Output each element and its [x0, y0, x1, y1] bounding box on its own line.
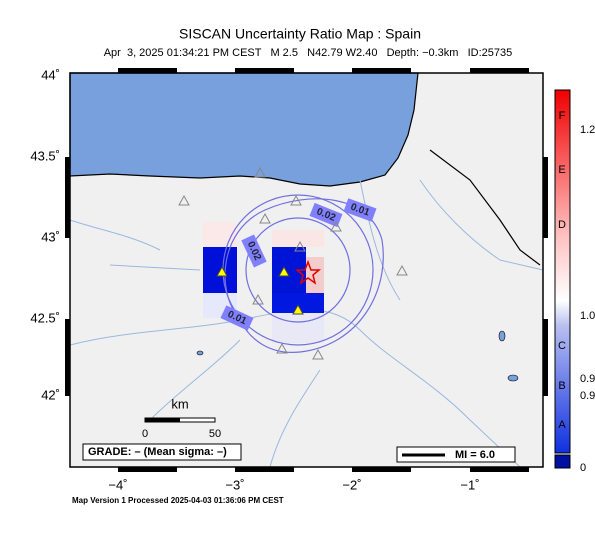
scale-bar: km 0 50: [142, 396, 221, 439]
frame: [69, 72, 544, 468]
lon-label: −3˚: [225, 477, 244, 492]
colorbar-label: D: [558, 219, 566, 231]
lon-label: −1˚: [460, 477, 479, 492]
lat-label: 43.5˚: [30, 148, 60, 163]
stations: [178, 166, 408, 360]
grade: GRADE: – (Mean sigma: –): [88, 446, 227, 458]
footer: Map Version 1 Processed 2025-04-03 01:36…: [72, 496, 284, 505]
colorbar-scale: [554, 89, 571, 454]
colorbar-label: 0: [580, 462, 586, 474]
scale-unit: km: [171, 396, 188, 411]
lat-label: 43˚: [41, 229, 60, 244]
subtitle: Apr 3, 2025 01:34:21 PM CEST M 2.5 N42.7…: [104, 47, 513, 59]
active-stations: [216, 265, 304, 315]
intensity-box: [396, 446, 516, 463]
scale-tick: 50: [209, 428, 221, 440]
lat-label: 44˚: [41, 67, 60, 82]
lon-label: −4˚: [108, 477, 127, 492]
sea: [69, 72, 419, 187]
colorbar-label: 1.2: [580, 124, 595, 136]
border: [429, 149, 541, 266]
contour-labels: 0.01 0.02 0.02 0.01: [220, 198, 377, 331]
grade-box: [82, 443, 242, 461]
lon-label: −2˚: [342, 477, 361, 492]
lon-labels: −4˚ −3˚ −2˚ −1˚: [108, 477, 479, 492]
colorbar-label: F: [559, 110, 566, 122]
colorbar-label: 0.9: [580, 373, 595, 385]
map-area: 0.01 0.02 0.02 0.01 km 0 50 GRADE: – (Me…: [65, 68, 548, 472]
colorbar-label: A: [558, 419, 566, 431]
title: SISCAN Uncertainty Ratio Map : Spain: [179, 26, 421, 42]
lat-label: 42˚: [41, 387, 60, 402]
scale-tick: 0: [142, 428, 148, 440]
colorbar-low: [554, 454, 571, 469]
colorbar-label: C: [558, 340, 566, 352]
colorbar-label: B: [558, 380, 565, 392]
colorbar: F 1.2 E D 1.0 C 0.9 B 0.9 A 0: [554, 89, 595, 474]
frame-ticks: [65, 68, 548, 472]
epicenter: [294, 259, 322, 285]
lat-label: 42.5˚: [30, 310, 60, 325]
intensity: MI = 6.0: [455, 449, 495, 461]
colorbar-label: 0.9: [580, 390, 595, 402]
lakes: [196, 330, 519, 382]
lat-labels: 44˚ 43.5˚ 43˚ 42.5˚ 42˚: [30, 67, 60, 402]
colorbar-label: E: [558, 164, 565, 176]
colorbar-label: 1.0: [580, 310, 595, 322]
